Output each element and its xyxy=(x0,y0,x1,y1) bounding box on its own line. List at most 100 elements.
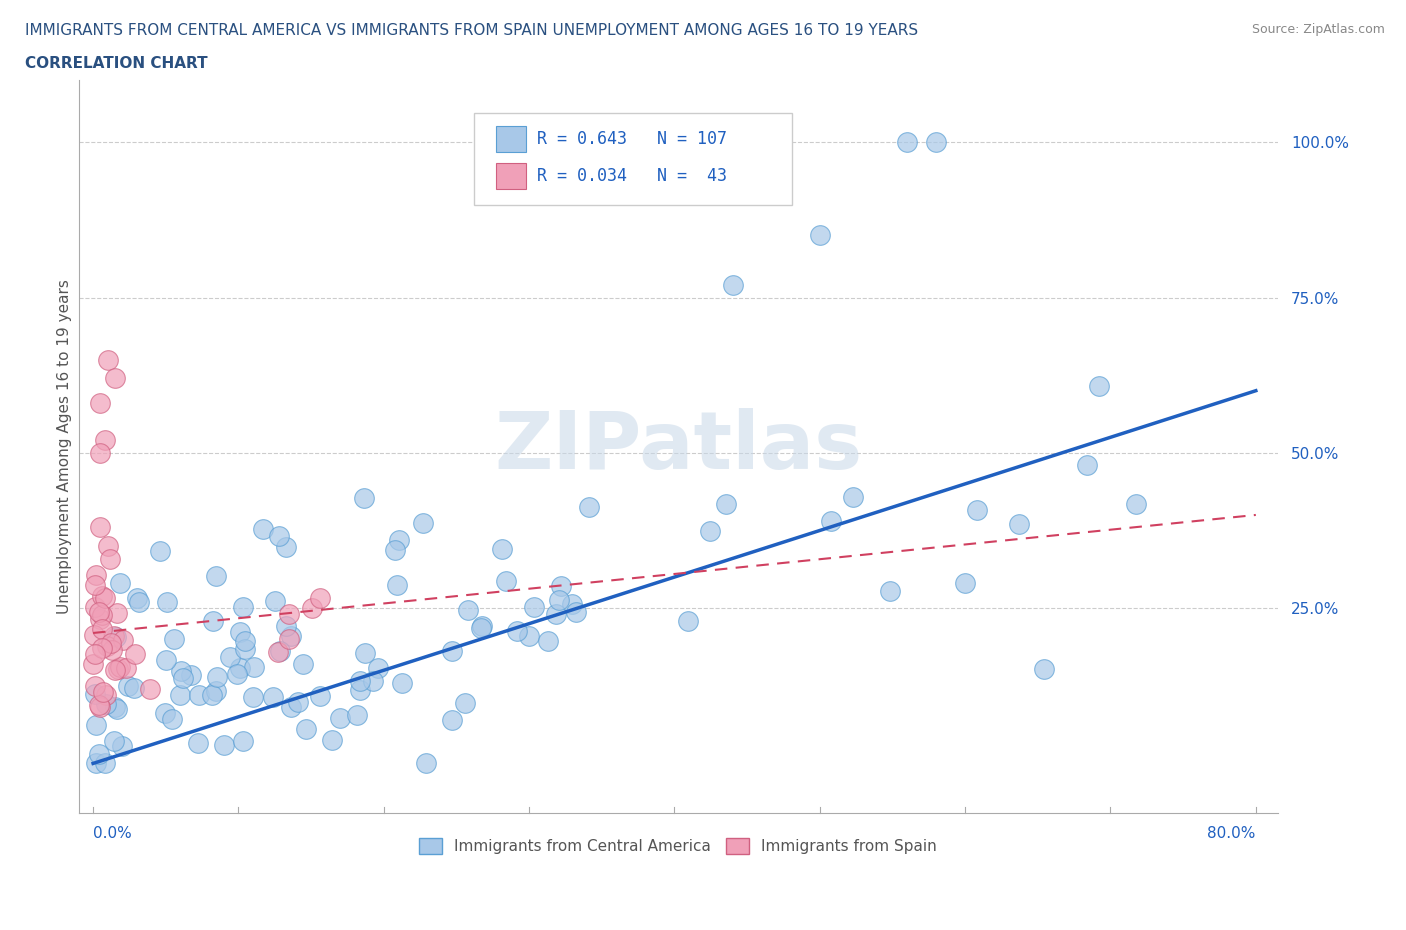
Point xyxy=(280,629,302,644)
Text: IMMIGRANTS FROM CENTRAL AMERICA VS IMMIGRANTS FROM SPAIN UNEMPLOYMENT AMONG AGES: IMMIGRANTS FROM CENTRAL AMERICA VS IMMIG… xyxy=(25,23,918,38)
Point xyxy=(104,699,127,714)
Point xyxy=(225,667,247,682)
Point xyxy=(153,706,176,721)
Point xyxy=(1125,497,1147,512)
Point xyxy=(953,576,976,591)
Point xyxy=(457,602,479,617)
Point xyxy=(561,596,583,611)
Point xyxy=(104,630,127,644)
Point xyxy=(367,660,389,675)
Point xyxy=(879,584,901,599)
Point xyxy=(89,699,111,714)
Point xyxy=(329,711,352,725)
Point xyxy=(308,591,330,605)
Point xyxy=(91,589,114,604)
Point xyxy=(301,600,323,615)
Point xyxy=(98,551,121,566)
Point xyxy=(550,578,572,593)
Point xyxy=(87,698,110,712)
Point xyxy=(111,633,134,648)
Point xyxy=(264,594,287,609)
Point xyxy=(232,733,254,748)
Point xyxy=(229,660,252,675)
Point xyxy=(278,607,301,622)
Point xyxy=(93,591,115,605)
Point xyxy=(101,643,124,658)
Point xyxy=(232,600,254,615)
Point xyxy=(454,696,477,711)
Point xyxy=(537,633,560,648)
Point xyxy=(103,662,125,677)
Point xyxy=(966,503,988,518)
Point xyxy=(295,722,318,737)
Point xyxy=(84,756,107,771)
Point xyxy=(97,352,120,367)
Point xyxy=(128,594,150,609)
Text: CORRELATION CHART: CORRELATION CHART xyxy=(25,56,208,71)
Point xyxy=(187,688,209,703)
Text: 80.0%: 80.0% xyxy=(1208,826,1256,841)
FancyBboxPatch shape xyxy=(474,113,792,205)
Point xyxy=(219,649,242,664)
Point xyxy=(1088,379,1111,393)
Point xyxy=(263,690,285,705)
Point xyxy=(820,514,842,529)
Point xyxy=(111,738,134,753)
Point xyxy=(276,619,298,634)
Point xyxy=(103,629,125,644)
Point xyxy=(699,524,721,538)
Point xyxy=(346,708,368,723)
Point xyxy=(548,593,571,608)
Point xyxy=(84,717,107,732)
Point xyxy=(214,737,236,752)
Point xyxy=(349,674,371,689)
Point xyxy=(104,371,127,386)
Point xyxy=(180,667,202,682)
Point xyxy=(108,576,131,591)
Point xyxy=(149,543,172,558)
Point xyxy=(84,600,107,615)
Point xyxy=(278,631,301,646)
Point xyxy=(471,618,494,633)
Point xyxy=(170,664,193,679)
Point xyxy=(89,395,111,410)
Point xyxy=(309,688,332,703)
Point xyxy=(242,689,264,704)
Point xyxy=(87,604,110,619)
Point xyxy=(267,529,290,544)
Point xyxy=(97,538,120,553)
Point xyxy=(517,628,540,643)
Point xyxy=(440,713,463,728)
Point xyxy=(1076,458,1098,472)
Point xyxy=(201,687,224,702)
Point xyxy=(415,756,437,771)
Point xyxy=(82,657,104,671)
Point xyxy=(207,670,229,684)
Point xyxy=(505,623,527,638)
Point xyxy=(83,678,105,693)
Point xyxy=(896,135,918,150)
Point xyxy=(83,686,105,701)
Point xyxy=(90,607,112,622)
Point xyxy=(205,568,228,583)
Point xyxy=(91,641,114,656)
Point xyxy=(89,520,111,535)
Point xyxy=(495,574,517,589)
Point xyxy=(96,639,118,654)
Point xyxy=(269,644,291,658)
Point xyxy=(155,653,177,668)
Point xyxy=(391,676,413,691)
Point xyxy=(354,645,377,660)
Point xyxy=(233,641,256,656)
Point xyxy=(93,433,115,448)
Point xyxy=(714,497,737,512)
Point xyxy=(163,631,186,646)
Point xyxy=(96,697,118,711)
Point xyxy=(124,681,146,696)
Point xyxy=(267,644,290,659)
Point xyxy=(523,600,546,615)
Point xyxy=(578,499,600,514)
Point xyxy=(1032,661,1054,676)
Point xyxy=(808,228,831,243)
Point xyxy=(83,646,105,661)
